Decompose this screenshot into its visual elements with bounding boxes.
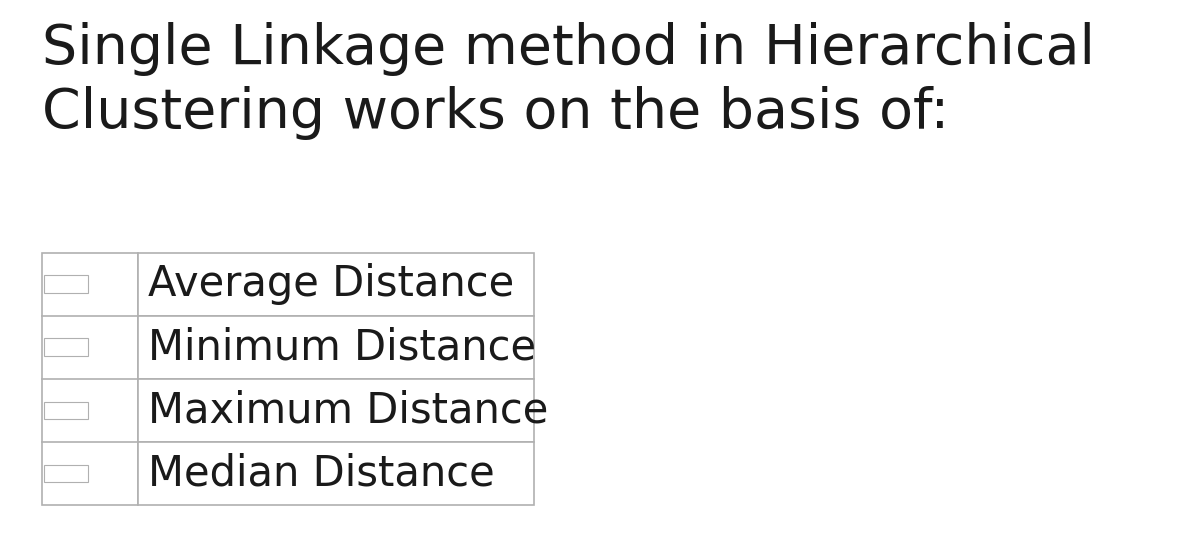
Text: Minimum Distance: Minimum Distance [148, 326, 535, 368]
Bar [42, 253, 138, 505]
Text: Median Distance: Median Distance [148, 452, 494, 495]
Text: Single Linkage method in Hierarchical
Clustering works on the basis of:: Single Linkage method in Hierarchical Cl… [42, 22, 1096, 141]
Text: Maximum Distance: Maximum Distance [148, 389, 548, 432]
Bar [44, 338, 88, 356]
Bar [138, 253, 534, 316]
Bar [138, 379, 534, 442]
Bar [44, 275, 88, 293]
Bar [44, 464, 88, 483]
Text: Average Distance: Average Distance [148, 263, 514, 305]
Bar [138, 316, 534, 379]
Bar [138, 442, 534, 505]
Bar [44, 401, 88, 419]
